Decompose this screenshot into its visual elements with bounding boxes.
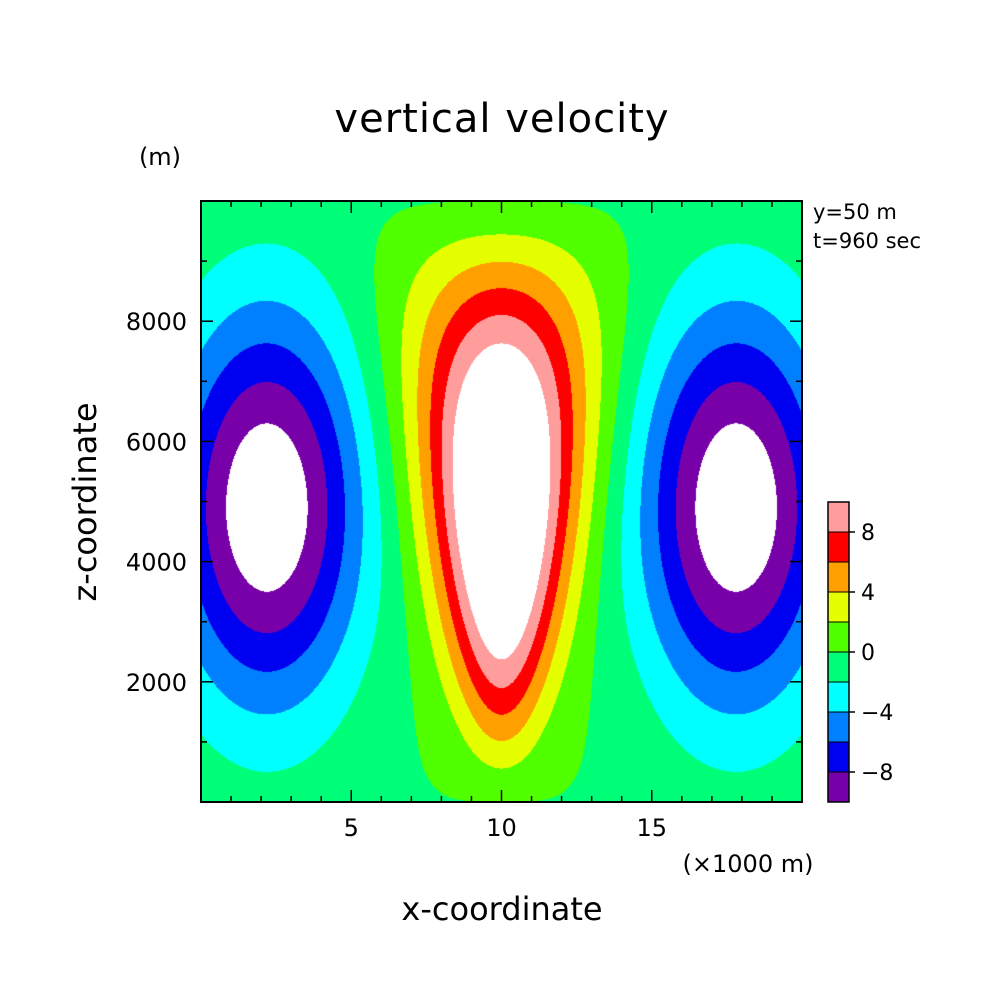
colorbar-tick-label: 0 [861, 641, 875, 666]
y-tick-label: 8000 [126, 308, 187, 336]
colorbar: −8 −4 0 4 8 [827, 501, 893, 803]
x-tick-label: 15 [636, 814, 667, 842]
colorbar-tick-label: −4 [861, 701, 893, 726]
contour-fill [201, 201, 802, 802]
colorbar-swatch [827, 651, 850, 683]
y-axis: 2000 4000 6000 8000 [126, 260, 802, 743]
x-tick-label: 5 [344, 814, 359, 842]
y-unit-label: (m) [139, 143, 181, 171]
annotation-t: t=960 sec [813, 229, 921, 253]
y-tick-label: 2000 [126, 669, 187, 697]
colorbar-swatch [827, 681, 850, 713]
chart-title: vertical velocity [334, 96, 669, 142]
annotation-y: y=50 m [813, 200, 897, 224]
colorbar-tick-label: 4 [861, 581, 875, 606]
x-axis-title: x-coordinate [401, 890, 602, 928]
colorbar-swatch [827, 531, 850, 563]
y-tick-label: 4000 [126, 549, 187, 577]
contour-image [201, 201, 802, 802]
y-tick-label: 6000 [126, 428, 187, 456]
colorbar-tick-label: −8 [861, 761, 893, 786]
colorbar-swatch [827, 711, 850, 743]
colorbar-swatch [827, 621, 850, 653]
colorbar-swatch [827, 561, 850, 593]
colorbar-swatch [827, 771, 850, 803]
colorbar-swatch [827, 501, 850, 533]
colorbar-swatch [827, 741, 850, 773]
x-tick-label: 10 [486, 814, 517, 842]
x-axis: 5 10 15 [230, 201, 773, 842]
colorbar-swatch [827, 591, 850, 623]
colorbar-tick-label: 8 [861, 521, 875, 546]
x-unit-label: (×1000 m) [683, 850, 814, 878]
y-axis-title: z-coordinate [66, 402, 104, 601]
